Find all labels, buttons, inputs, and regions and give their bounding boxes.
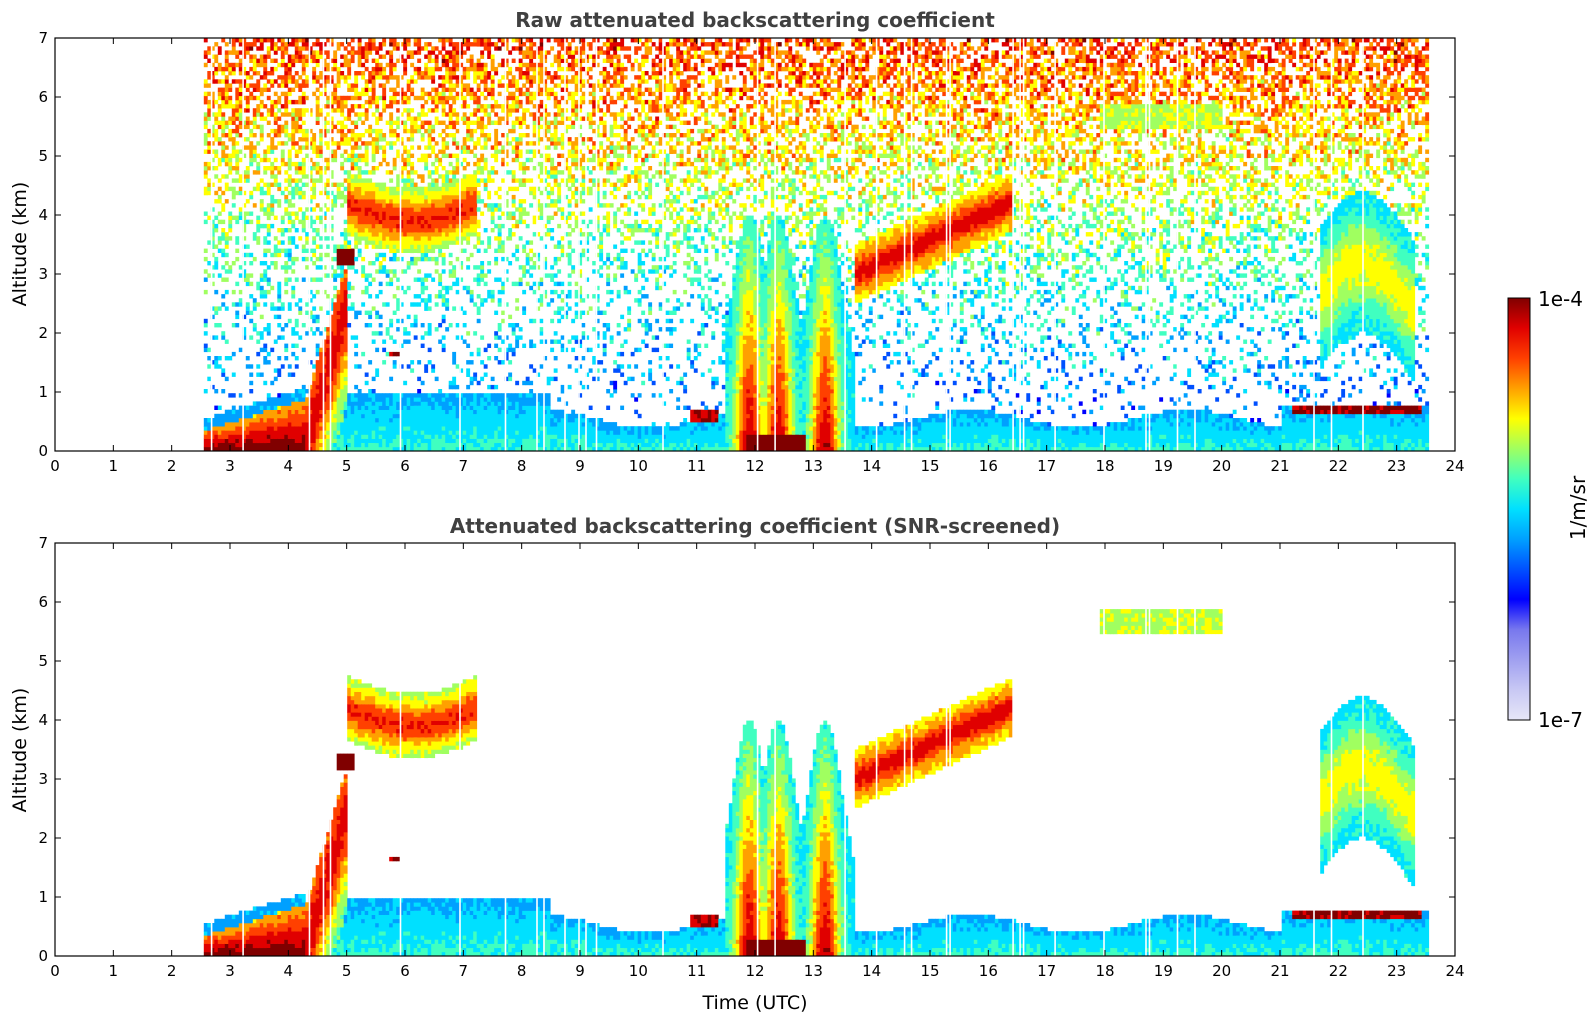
x-tick-label: 1	[109, 457, 119, 475]
y-tick-label: 6	[38, 593, 48, 611]
y-tick-label: 1	[38, 888, 48, 906]
x-tick-label: 13	[804, 457, 823, 475]
y-tick-label: 3	[38, 265, 48, 283]
y-axis-label-raw: Altitude (km)	[9, 182, 31, 307]
x-tick-label: 10	[629, 457, 648, 475]
x-tick-label: 16	[979, 962, 998, 980]
x-tick-label: 23	[1387, 457, 1406, 475]
x-tick-label: 11	[687, 962, 706, 980]
y-tick-label: 0	[38, 947, 48, 965]
x-tick-label: 24	[1445, 457, 1464, 475]
heatmap-screened	[204, 543, 1429, 956]
x-tick-label: 8	[517, 457, 527, 475]
x-tick-label: 19	[1154, 457, 1173, 475]
x-tick-label: 3	[225, 457, 235, 475]
x-tick-label: 11	[687, 457, 706, 475]
y-tick-label: 3	[38, 770, 48, 788]
y-tick-label: 7	[38, 534, 48, 552]
x-tick-label: 4	[284, 962, 294, 980]
x-tick-label: 14	[862, 962, 881, 980]
x-tick-label: 0	[50, 962, 60, 980]
x-tick-label: 2	[167, 962, 177, 980]
y-tick-label: 6	[38, 88, 48, 106]
x-tick-label: 17	[1037, 962, 1056, 980]
x-tick-label: 24	[1445, 962, 1464, 980]
x-tick-label: 1	[109, 962, 119, 980]
x-tick-label: 14	[862, 457, 881, 475]
x-tick-label: 12	[745, 962, 764, 980]
x-tick-label: 5	[342, 457, 352, 475]
x-tick-label: 4	[284, 457, 294, 475]
y-axis-label-screened: Altitude (km)	[9, 688, 31, 813]
x-tick-label: 18	[1095, 457, 1114, 475]
x-tick-label: 12	[745, 457, 764, 475]
x-tick-label: 9	[575, 457, 585, 475]
colorbar-max-label: 1e-4	[1538, 287, 1583, 311]
x-tick-label: 6	[400, 962, 410, 980]
panel-screened: Attenuated backscattering coefficient (S…	[9, 514, 1465, 1014]
x-tick-label: 5	[342, 962, 352, 980]
y-tick-label: 7	[38, 29, 48, 47]
y-tick-label: 4	[38, 711, 48, 729]
x-axis-label: Time (UTC)	[701, 992, 807, 1014]
x-tick-label: 0	[50, 457, 60, 475]
x-tick-label: 19	[1154, 962, 1173, 980]
x-tick-label: 20	[1212, 457, 1231, 475]
panel-raw: Raw attenuated backscattering coefficien…	[9, 8, 1465, 475]
x-tick-label: 9	[575, 962, 585, 980]
x-tick-label: 7	[459, 962, 469, 980]
y-tick-label: 5	[38, 652, 48, 670]
colorbar: 1e-4 1e-7 1/m/sr	[1508, 287, 1590, 732]
y-tick-label: 4	[38, 206, 48, 224]
colorbar-unit-label: 1/m/sr	[1566, 475, 1590, 540]
x-tick-label: 6	[400, 457, 410, 475]
x-tick-label: 21	[1270, 457, 1289, 475]
panel-title-raw: Raw attenuated backscattering coefficien…	[515, 8, 995, 32]
x-tick-label: 22	[1329, 962, 1348, 980]
x-tick-label: 18	[1095, 962, 1114, 980]
x-tick-label: 17	[1037, 457, 1056, 475]
x-tick-label: 13	[804, 962, 823, 980]
x-tick-label: 16	[979, 457, 998, 475]
x-tick-label: 20	[1212, 962, 1231, 980]
x-tick-label: 3	[225, 962, 235, 980]
x-tick-label: 15	[920, 962, 939, 980]
colorbar-min-label: 1e-7	[1538, 708, 1583, 732]
x-tick-label: 21	[1270, 962, 1289, 980]
x-tick-label: 10	[629, 962, 648, 980]
panel-title-screened: Attenuated backscattering coefficient (S…	[450, 514, 1060, 538]
colorbar-gradient	[1508, 298, 1530, 720]
y-tick-label: 5	[38, 147, 48, 165]
x-tick-label: 23	[1387, 962, 1406, 980]
y-tick-label: 2	[38, 324, 48, 342]
y-tick-label: 1	[38, 383, 48, 401]
x-tick-label: 2	[167, 457, 177, 475]
x-tick-label: 22	[1329, 457, 1348, 475]
x-tick-label: 8	[517, 962, 527, 980]
y-tick-label: 2	[38, 829, 48, 847]
heatmap-raw	[204, 38, 1429, 451]
x-tick-label: 15	[920, 457, 939, 475]
x-tick-label: 7	[459, 457, 469, 475]
y-tick-label: 0	[38, 442, 48, 460]
